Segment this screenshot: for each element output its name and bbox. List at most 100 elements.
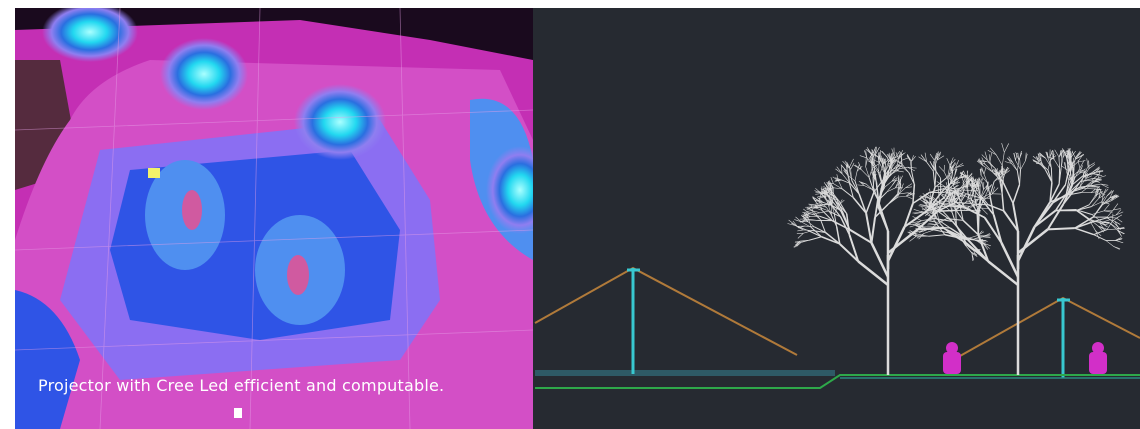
branch — [827, 187, 834, 192]
branch — [979, 178, 983, 188]
branch — [945, 205, 965, 208]
branch — [887, 166, 893, 177]
branch — [841, 179, 851, 184]
branch — [983, 174, 988, 184]
branch — [1113, 208, 1121, 211]
branch — [872, 163, 879, 169]
branch — [1037, 153, 1040, 162]
branch — [821, 236, 841, 245]
branch — [966, 177, 972, 188]
branch — [887, 157, 890, 170]
branch — [794, 240, 801, 243]
branch — [1080, 179, 1092, 182]
branch — [1054, 193, 1067, 211]
branch — [921, 218, 935, 222]
branch — [849, 228, 872, 244]
branch — [983, 236, 991, 239]
branch — [888, 154, 892, 162]
branch — [1033, 209, 1057, 228]
branch — [818, 201, 823, 211]
branch — [1068, 151, 1072, 161]
branch — [1004, 143, 1010, 153]
branch — [1106, 216, 1116, 225]
branch — [897, 195, 907, 198]
branch — [969, 194, 972, 201]
branch — [929, 153, 935, 161]
branch — [1073, 157, 1076, 169]
branch — [896, 164, 903, 168]
branch — [982, 242, 989, 250]
branch — [1062, 150, 1065, 158]
branch — [1054, 149, 1060, 158]
branch — [895, 152, 899, 160]
branch — [820, 219, 826, 233]
branch — [935, 151, 939, 160]
branch — [842, 160, 850, 169]
branch — [1017, 159, 1020, 171]
branch — [846, 161, 851, 170]
branch — [1019, 169, 1022, 185]
branch — [791, 222, 798, 228]
branch — [895, 180, 899, 188]
branch — [1070, 161, 1074, 172]
branch — [924, 208, 933, 217]
branch — [838, 199, 848, 214]
branch — [892, 159, 898, 167]
branch — [878, 157, 882, 164]
branch — [971, 186, 981, 199]
branch — [909, 230, 918, 235]
branch — [839, 216, 851, 236]
branch — [1050, 153, 1055, 161]
branch — [1015, 153, 1018, 161]
branch — [1091, 174, 1099, 181]
branch — [1035, 156, 1042, 162]
branch — [1095, 230, 1100, 240]
branch — [814, 204, 822, 207]
people — [943, 342, 1107, 374]
branch — [856, 164, 860, 172]
branch — [1068, 154, 1071, 162]
branch — [925, 196, 935, 201]
branch — [1092, 170, 1100, 174]
branch — [794, 242, 800, 248]
branch — [928, 234, 946, 237]
branch — [1076, 167, 1083, 174]
branch — [944, 183, 951, 198]
branch — [797, 229, 804, 232]
branch — [955, 186, 964, 193]
branch — [1000, 166, 1002, 175]
branch — [987, 185, 992, 192]
branch — [1016, 170, 1021, 185]
branch — [858, 193, 867, 214]
branch — [866, 183, 873, 190]
branch — [1017, 228, 1049, 254]
branch — [1012, 203, 1019, 232]
branch — [813, 212, 820, 215]
branch — [945, 188, 951, 196]
branch — [965, 245, 972, 253]
branch — [1093, 220, 1110, 224]
branch — [921, 195, 932, 200]
branch — [808, 203, 818, 206]
branch — [1001, 194, 1005, 211]
branch — [803, 208, 810, 215]
branch — [918, 156, 927, 162]
branch — [935, 151, 942, 160]
branch — [1064, 169, 1070, 185]
branch — [821, 204, 831, 206]
branch — [938, 188, 944, 197]
branch — [950, 187, 958, 191]
branch — [913, 220, 922, 226]
branch — [1071, 151, 1076, 158]
branch — [835, 168, 843, 174]
branch — [950, 197, 958, 201]
branch — [943, 171, 949, 181]
branch — [871, 167, 877, 183]
branch — [1062, 188, 1076, 205]
branch — [831, 219, 850, 231]
branch — [910, 161, 912, 171]
branch — [870, 157, 873, 168]
branch — [1098, 175, 1107, 179]
branch — [883, 158, 891, 164]
branch — [995, 154, 1003, 166]
